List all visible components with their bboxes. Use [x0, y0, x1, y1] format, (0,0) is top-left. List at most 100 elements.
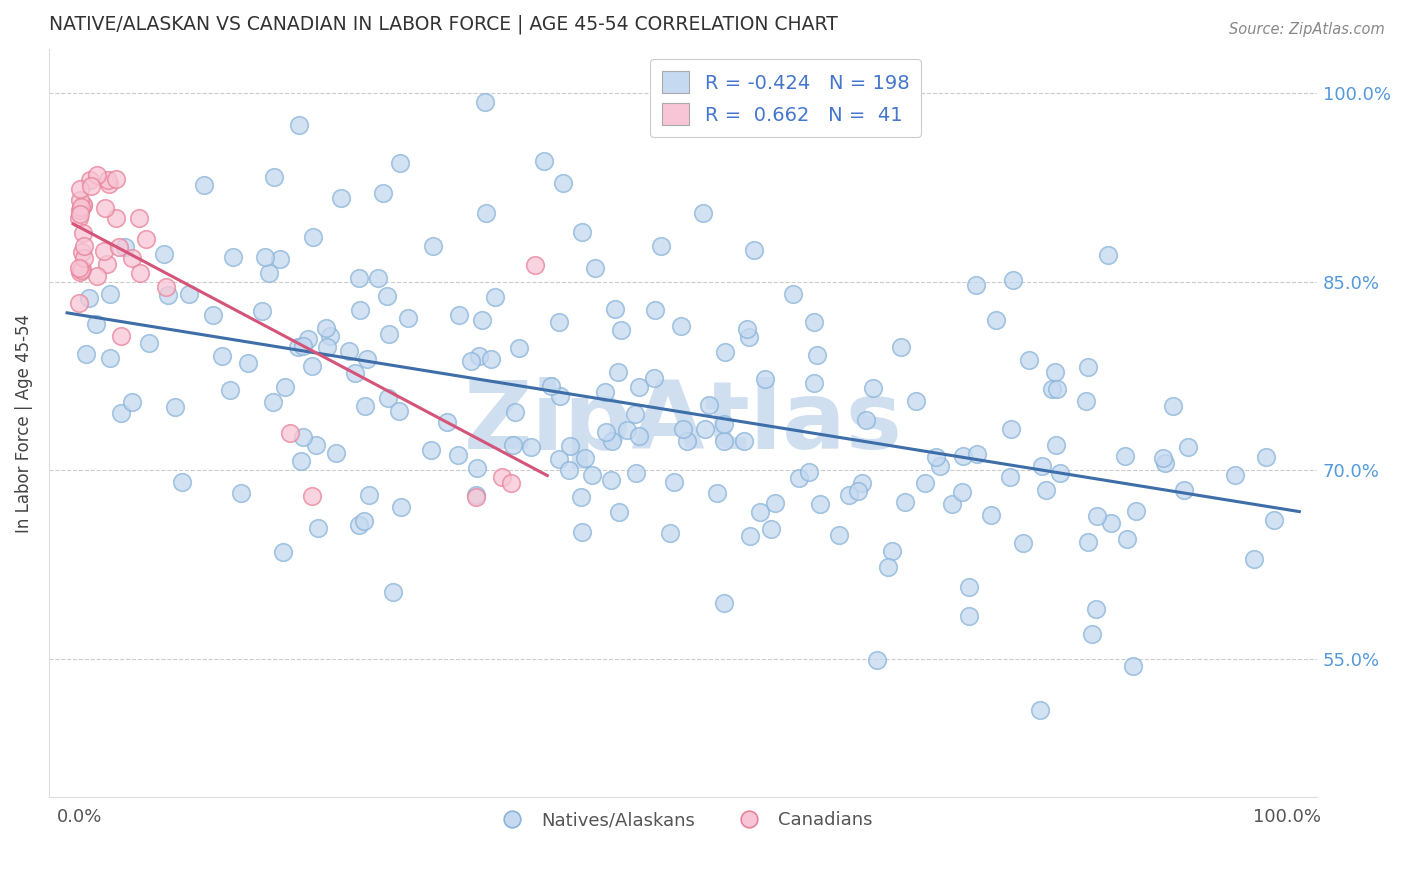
Point: [471, 313, 494, 327]
Point: [94, 201, 117, 215]
Point: [676, 434, 699, 448]
Point: [349, 303, 371, 318]
Point: [97, 173, 120, 187]
Point: [121, 252, 143, 266]
Point: [928, 458, 950, 473]
Point: [373, 186, 395, 200]
Point: [808, 497, 831, 511]
Point: [1256, 450, 1278, 464]
Point: [1045, 365, 1067, 379]
Point: [581, 468, 603, 483]
Point: [375, 289, 398, 303]
Point: [420, 442, 443, 457]
Point: [280, 426, 302, 441]
Point: [519, 440, 541, 454]
Point: [1225, 467, 1247, 482]
Point: [866, 653, 889, 667]
Point: [754, 372, 776, 386]
Point: [93, 244, 115, 259]
Point: [305, 438, 328, 452]
Point: [290, 454, 312, 468]
Y-axis label: In Labor Force | Age 45-54: In Labor Force | Age 45-54: [15, 314, 32, 533]
Point: [291, 339, 314, 353]
Point: [894, 495, 917, 509]
Point: [84, 317, 107, 331]
Point: [357, 488, 380, 502]
Point: [558, 463, 581, 477]
Point: [569, 490, 592, 504]
Point: [733, 434, 755, 449]
Point: [851, 476, 873, 491]
Point: [855, 413, 877, 427]
Point: [307, 520, 329, 534]
Point: [706, 486, 728, 500]
Point: [315, 321, 337, 335]
Point: [388, 404, 411, 418]
Point: [86, 169, 108, 183]
Point: [571, 225, 593, 239]
Point: [297, 332, 319, 346]
Point: [337, 344, 360, 359]
Point: [263, 170, 285, 185]
Point: [100, 286, 122, 301]
Point: [1177, 440, 1199, 454]
Point: [1040, 382, 1063, 396]
Point: [254, 251, 277, 265]
Point: [72, 238, 94, 252]
Point: [98, 351, 121, 365]
Point: [748, 505, 770, 519]
Point: [905, 394, 928, 409]
Point: [650, 239, 672, 253]
Point: [129, 266, 152, 280]
Point: [998, 470, 1021, 484]
Point: [347, 518, 370, 533]
Point: [1243, 552, 1265, 566]
Point: [325, 446, 347, 460]
Point: [464, 487, 486, 501]
Point: [862, 381, 884, 395]
Point: [782, 287, 804, 301]
Point: [1161, 399, 1184, 413]
Point: [1002, 273, 1025, 287]
Point: [382, 585, 405, 599]
Point: [287, 118, 309, 132]
Point: [1099, 516, 1122, 530]
Point: [330, 190, 353, 204]
Point: [110, 329, 132, 343]
Point: [96, 257, 118, 271]
Point: [737, 322, 759, 336]
Point: [713, 345, 735, 359]
Point: [474, 95, 496, 109]
Point: [1045, 438, 1067, 452]
Point: [1114, 449, 1136, 463]
Point: [449, 308, 471, 322]
Point: [114, 240, 136, 254]
Point: [1031, 458, 1053, 473]
Point: [98, 178, 121, 192]
Point: [828, 527, 851, 541]
Point: [550, 389, 572, 403]
Point: [222, 251, 245, 265]
Point: [627, 380, 650, 394]
Point: [367, 271, 389, 285]
Point: [155, 280, 177, 294]
Point: [533, 154, 555, 169]
Point: [600, 434, 623, 448]
Point: [475, 206, 498, 220]
Point: [965, 277, 987, 292]
Point: [69, 193, 91, 207]
Point: [672, 421, 695, 435]
Point: [1028, 703, 1050, 717]
Point: [271, 544, 294, 558]
Point: [508, 341, 530, 355]
Point: [479, 351, 502, 366]
Point: [547, 451, 569, 466]
Point: [595, 425, 617, 440]
Point: [257, 267, 280, 281]
Point: [1077, 360, 1099, 375]
Point: [713, 434, 735, 449]
Point: [262, 395, 284, 409]
Point: [177, 287, 200, 301]
Point: [72, 226, 94, 240]
Point: [110, 406, 132, 420]
